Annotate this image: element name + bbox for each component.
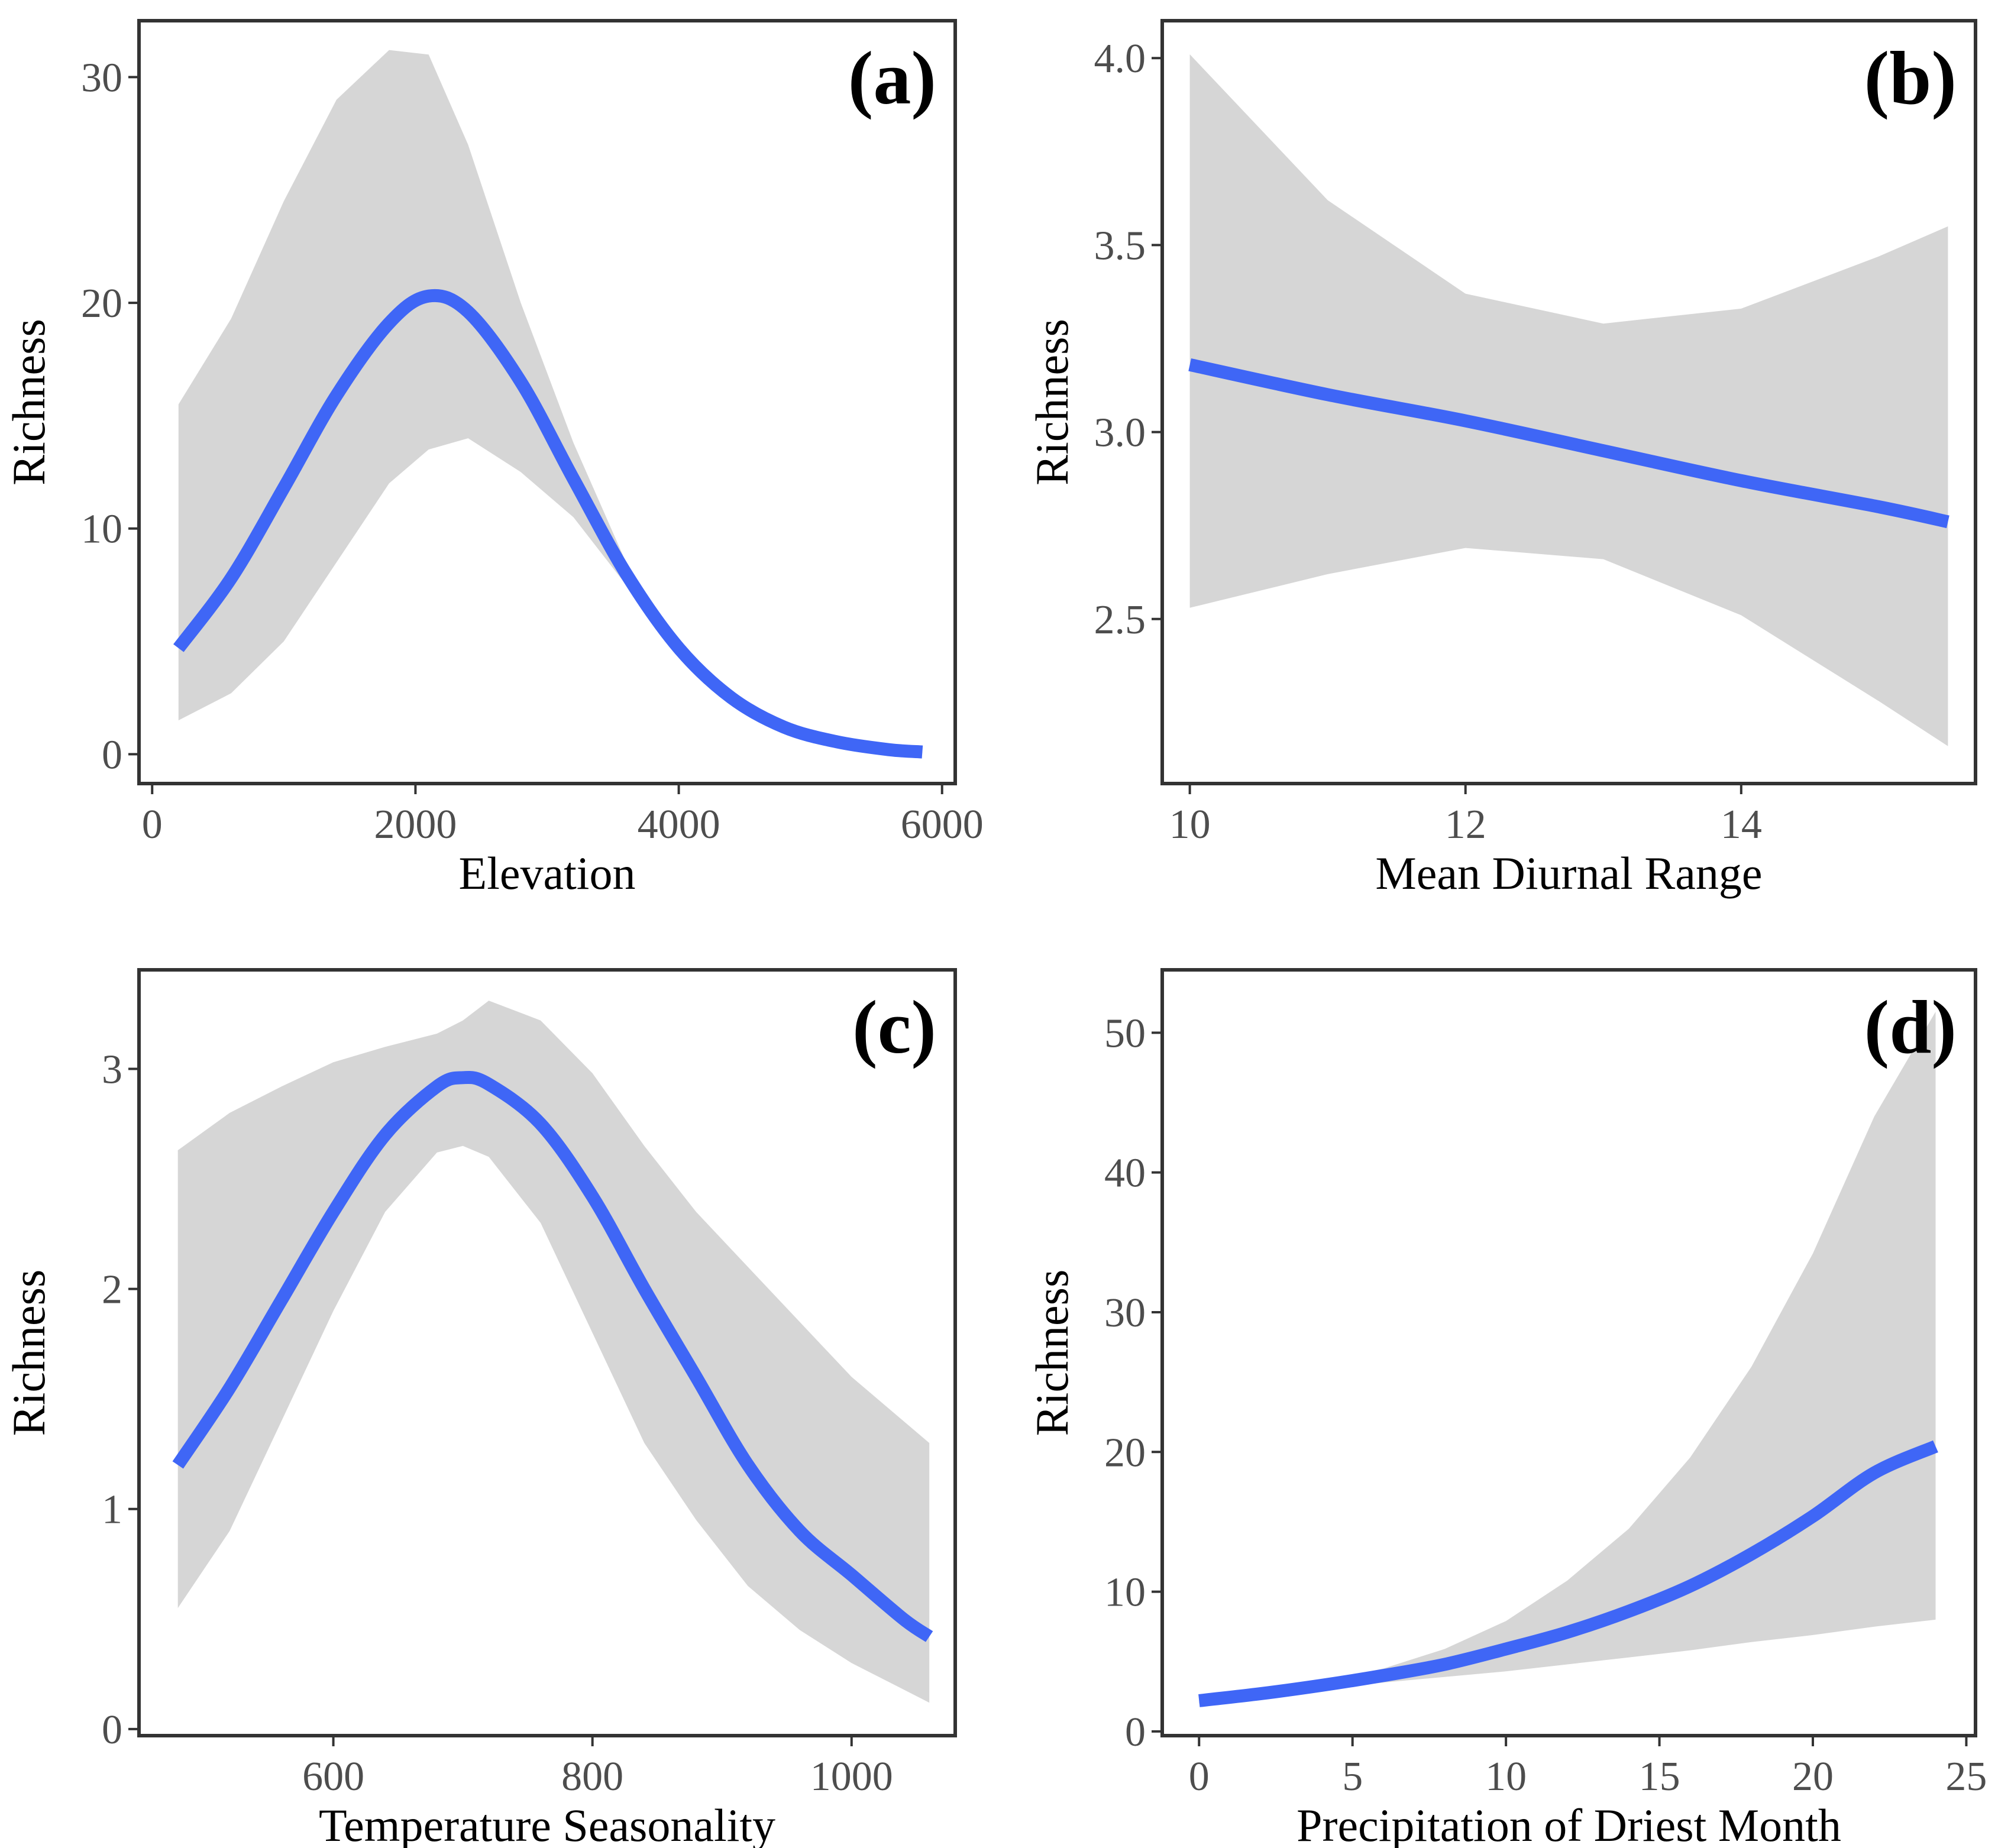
y-tick-label: 50 — [1104, 1011, 1146, 1056]
x-tick-label: 12 — [1445, 802, 1486, 847]
y-tick-label: 1 — [102, 1487, 122, 1533]
x-tick-label: 800 — [561, 1754, 623, 1800]
plot-frame — [137, 19, 957, 785]
plot-area — [1188, 54, 1949, 746]
y-tick-label: 20 — [1104, 1430, 1146, 1475]
y-axis-title: Richness — [3, 1270, 54, 1436]
confidence-ribbon — [177, 1001, 930, 1703]
panel-a: 0 2000 4000 6000 0 10 20 30 Elevation Richness (a) — [3, 19, 984, 899]
fit-line — [1188, 358, 1949, 529]
plot-frame — [137, 968, 957, 1737]
x-axis-title: Elevation — [459, 847, 636, 899]
x-tick-label: 25 — [1945, 1754, 1987, 1800]
x-tick-label: 10 — [1485, 1754, 1527, 1800]
y-tick-label: 0 — [102, 732, 122, 778]
confidence-ribbon — [178, 50, 923, 753]
y-tick-label: 10 — [81, 507, 122, 552]
y-tick-label: 30 — [1104, 1290, 1146, 1336]
x-tick-label: 4000 — [638, 802, 720, 847]
y-tick-label: 0 — [1125, 1710, 1146, 1755]
y-tick-label: 20 — [81, 281, 122, 326]
y-tick-label: 2 — [102, 1267, 122, 1313]
plot-area — [1198, 1011, 1938, 1707]
plot-area — [172, 1001, 933, 1703]
y-axis-title: Richness — [3, 319, 54, 486]
y-tick-label: 2.5 — [1094, 597, 1146, 643]
y-tick-label: 10 — [1104, 1570, 1146, 1616]
y-tick-label: 40 — [1104, 1151, 1146, 1196]
fit-line — [173, 289, 923, 759]
x-tick-label: 14 — [1721, 802, 1762, 847]
x-tick-label: 20 — [1792, 1754, 1834, 1800]
y-tick-label: 3.5 — [1094, 223, 1146, 268]
plot-area — [173, 50, 923, 759]
panel-b: 10 12 14 2.5 3.0 3.5 4.0 Mean Diurnal Range Rich… — [1026, 19, 1977, 899]
plot-frame — [1160, 19, 1977, 785]
y-axis-title: Richness — [1026, 319, 1078, 486]
confidence-ribbon — [1189, 54, 1948, 746]
y-tick-label: 30 — [81, 55, 122, 101]
y-tick-label: 0 — [102, 1707, 122, 1753]
panel-label: (a) — [848, 36, 936, 120]
x-axis-title: Precipitation of Driest Month — [1297, 1800, 1841, 1848]
y-tick-label: 3.0 — [1094, 410, 1146, 456]
y-tick-label: 4.0 — [1094, 36, 1146, 82]
x-axis-title: Temperature Seasonality — [319, 1800, 775, 1848]
x-tick-label: 600 — [302, 1754, 364, 1800]
x-tick-label: 5 — [1342, 1754, 1363, 1800]
x-tick-label: 0 — [142, 802, 163, 847]
panel-label: (b) — [1864, 36, 1957, 120]
fit-line — [172, 1070, 933, 1642]
y-tick-label: 3 — [102, 1047, 122, 1092]
x-tick-label: 0 — [1189, 1754, 1210, 1800]
panel-label: (d) — [1864, 985, 1957, 1069]
panel-label: (c) — [852, 985, 936, 1069]
x-tick-label: 15 — [1639, 1754, 1680, 1800]
panel-c: 600 800 1000 0 1 2 3 Temperature Seasonality Ric… — [3, 968, 957, 1848]
x-axis-title: Mean Diurnal Range — [1375, 847, 1762, 899]
x-tick-label: 2000 — [374, 802, 457, 847]
x-tick-label: 1000 — [810, 1754, 893, 1800]
confidence-ribbon — [1199, 1011, 1936, 1704]
panel-d: 0 5 10 15 20 25 0 10 20 30 40 50 Precipitation of Dr… — [1026, 968, 1987, 1848]
plot-frame — [1160, 968, 1977, 1737]
fit-line — [1198, 1440, 1938, 1707]
x-tick-label: 10 — [1169, 802, 1211, 847]
y-axis-title: Richness — [1026, 1270, 1078, 1436]
x-tick-label: 6000 — [901, 802, 984, 847]
